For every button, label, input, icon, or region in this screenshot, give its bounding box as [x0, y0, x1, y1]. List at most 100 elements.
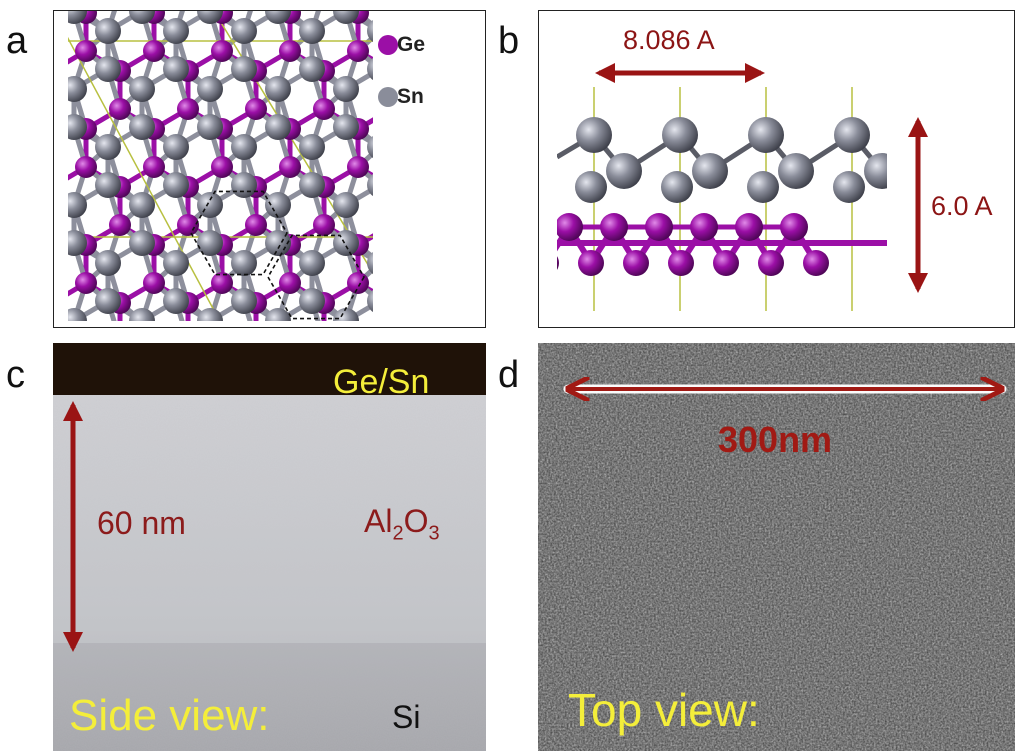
sn-atom	[401, 114, 427, 140]
ge-atom	[75, 272, 97, 294]
ge-atom	[54, 98, 63, 120]
sn-atom	[469, 192, 486, 218]
thickness-label: 60 nm	[97, 505, 186, 541]
sn-atom	[575, 171, 607, 203]
bond	[460, 51, 486, 71]
panel-c-cross-section: Ge/Sn 60 nm Al2O3 Side view: Si	[53, 343, 486, 751]
sn-atom	[367, 20, 373, 42]
legend-sn-label: Sn	[397, 85, 424, 108]
bond	[482, 127, 486, 167]
bond	[426, 11, 460, 13]
ge-atom	[803, 250, 829, 276]
ge-atom	[347, 40, 369, 62]
sn-atom	[662, 117, 698, 153]
bond	[448, 11, 460, 31]
sn-atom	[231, 288, 257, 314]
ge-atom	[483, 272, 486, 294]
ge-atom	[381, 214, 403, 236]
sn-atom	[129, 76, 155, 102]
bond	[482, 185, 486, 205]
sn-atom	[299, 172, 325, 198]
top-view-label: Top view:	[568, 684, 760, 736]
sn-atom	[748, 117, 784, 153]
panel-d-top-view: 300nm Top view:	[538, 343, 1015, 751]
sn-atom	[299, 250, 325, 276]
bond	[380, 263, 392, 303]
ge-atom	[415, 11, 437, 24]
panel-letter-c: c	[6, 354, 25, 396]
ge-atom	[483, 234, 486, 256]
bond	[414, 301, 448, 321]
sn-atom	[692, 153, 728, 189]
sn-atom	[95, 18, 121, 44]
bond	[414, 127, 448, 147]
ge-atom	[177, 214, 199, 236]
bond	[448, 69, 460, 109]
bond	[414, 185, 448, 205]
bond	[448, 69, 482, 89]
sn-atom	[197, 308, 223, 321]
ge-atom	[245, 98, 267, 120]
bond	[380, 185, 392, 225]
sn-atom	[231, 250, 257, 276]
bond	[448, 301, 460, 328]
sn-atom	[299, 288, 325, 314]
sn-atom	[95, 288, 121, 314]
ge-atom	[54, 60, 63, 82]
legend-ge-marker	[378, 35, 398, 55]
sn-atom	[197, 114, 223, 140]
ge-atom	[449, 98, 471, 120]
sn-atom	[95, 250, 121, 276]
ge-atom	[381, 176, 403, 198]
sn-atom	[333, 114, 359, 140]
ge-atom	[245, 214, 267, 236]
bond	[460, 187, 482, 205]
bond	[460, 225, 482, 243]
sn-atom	[333, 308, 359, 321]
sn-atom	[435, 134, 461, 160]
ge-atom	[713, 250, 739, 276]
bond	[342, 319, 346, 321]
sn-atom	[299, 56, 325, 82]
sn-atom	[129, 11, 155, 24]
ge-atom	[483, 40, 486, 62]
panel-letter-b: b	[498, 20, 520, 62]
bond	[392, 225, 414, 243]
sn-atom	[265, 76, 291, 102]
sn-atom	[163, 18, 189, 44]
ge-bond	[539, 227, 546, 263]
bond	[482, 283, 486, 321]
sn-atom	[265, 192, 291, 218]
sn-atom	[129, 230, 155, 256]
ge-atom	[600, 213, 628, 241]
sn-atom	[231, 134, 257, 160]
sn-atom	[197, 230, 223, 256]
bond	[380, 127, 414, 147]
sn-atom	[469, 114, 486, 140]
ge-atom	[483, 156, 486, 178]
bond	[414, 243, 426, 283]
bond	[392, 109, 414, 127]
bond	[380, 301, 414, 321]
sn-atom	[367, 174, 373, 196]
sn-atom	[661, 171, 693, 203]
lattice-group	[54, 11, 486, 328]
bond	[482, 51, 486, 89]
ge-atom	[449, 60, 471, 82]
ge-atom	[313, 214, 335, 236]
bond	[448, 147, 460, 187]
legend-ge-label: Ge	[397, 33, 426, 56]
sn-atom	[231, 18, 257, 44]
sn-atom	[68, 308, 87, 321]
sn-atom	[401, 308, 427, 328]
sn-atom	[68, 76, 87, 102]
sn-atom	[401, 11, 427, 24]
bond	[392, 205, 414, 225]
sn-atom	[367, 290, 373, 312]
ge-atom	[109, 214, 131, 236]
ge-atom	[557, 256, 559, 270]
bond	[426, 129, 448, 147]
ge-atom	[381, 60, 403, 82]
ge-atom	[143, 272, 165, 294]
dashed-hexagon	[267, 234, 365, 320]
